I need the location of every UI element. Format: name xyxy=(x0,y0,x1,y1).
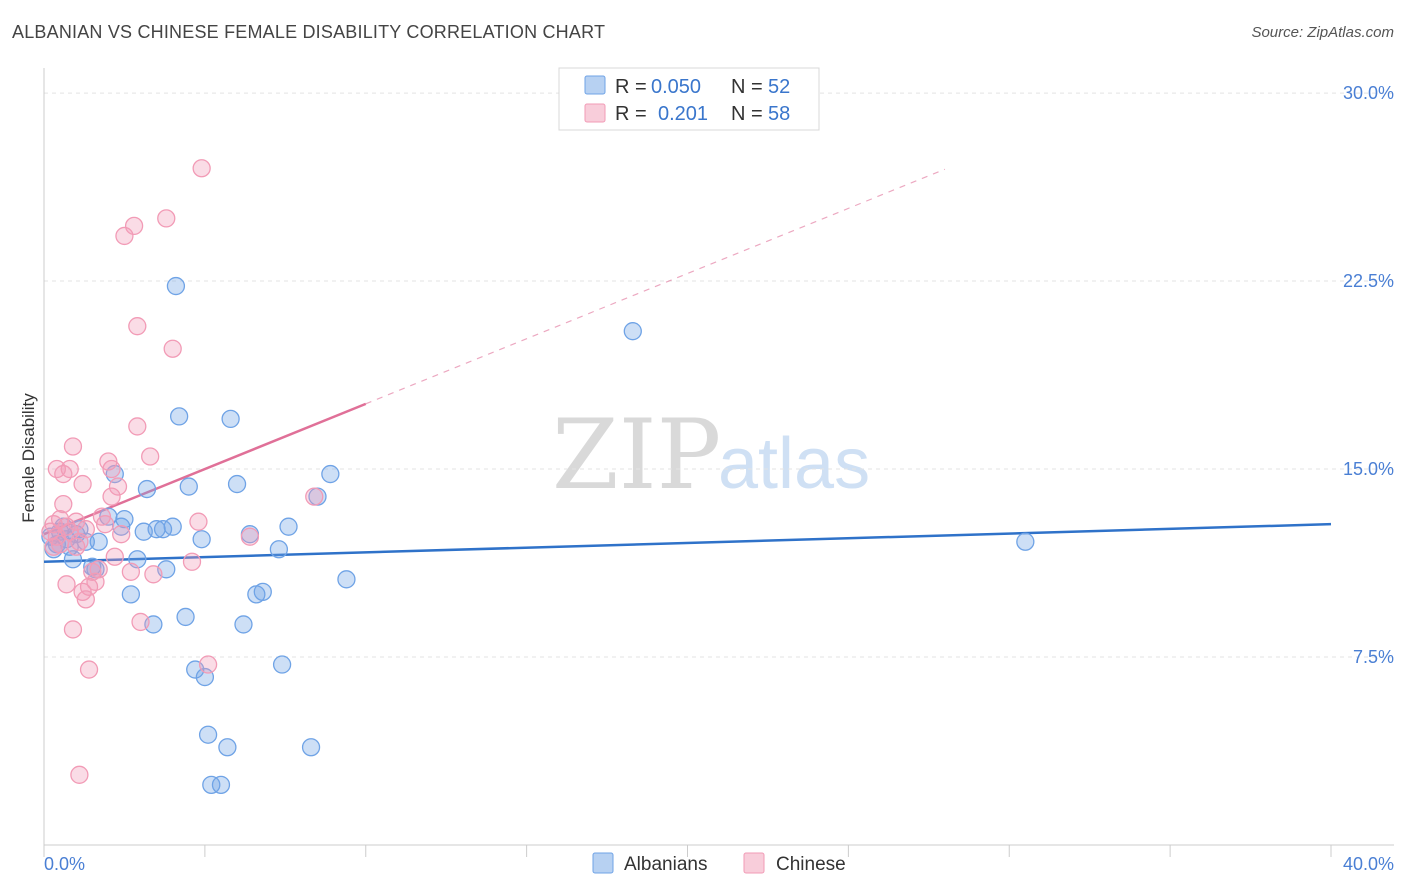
y-tick-label: 15.0% xyxy=(1343,459,1394,479)
point-albanians xyxy=(253,582,272,601)
watermark-atlas: atlas xyxy=(718,424,870,504)
point-chinese xyxy=(182,552,202,571)
point-albanians xyxy=(166,276,186,296)
point-chinese xyxy=(63,620,83,639)
point-chinese xyxy=(105,547,124,566)
gridlines xyxy=(44,92,1394,658)
legend-swatch-chinese xyxy=(584,103,606,123)
point-chinese xyxy=(57,575,76,594)
point-chinese xyxy=(157,209,176,228)
point-chinese xyxy=(73,474,92,494)
point-albanians xyxy=(198,725,218,744)
point-chinese xyxy=(192,159,211,178)
point-chinese xyxy=(240,527,260,546)
y-tick-label: 30.0% xyxy=(1343,83,1394,103)
point-chinese xyxy=(57,517,76,536)
point-chinese xyxy=(67,512,86,531)
series-legend-swatch-chinese xyxy=(743,852,765,874)
point-chinese xyxy=(63,437,83,456)
point-chinese xyxy=(102,487,121,506)
data-points xyxy=(41,159,1035,794)
series-legend-albanians: Albanians xyxy=(624,854,707,875)
series-legend-chinese: Chinese xyxy=(776,854,846,875)
point-albanians xyxy=(301,738,321,757)
point-albanians xyxy=(1016,532,1035,551)
point-chinese xyxy=(163,339,182,358)
trend-extension-chinese xyxy=(365,168,946,405)
point-chinese xyxy=(79,660,99,679)
trend-line-albanians xyxy=(43,522,1332,564)
point-albanians xyxy=(321,464,340,484)
point-albanians xyxy=(115,510,134,529)
correlation-legend: R = 0.050 N = 52 R = 0.201 N = 58 xyxy=(558,67,820,131)
legend-n-value-2: 58 xyxy=(768,103,790,125)
legend-n-label-1: N = xyxy=(731,76,763,98)
point-albanians xyxy=(137,479,157,499)
point-albanians xyxy=(192,530,211,549)
point-chinese xyxy=(108,477,128,496)
y-axis-label: Female Disability xyxy=(19,393,38,523)
point-albanians xyxy=(89,532,108,551)
source-label: Source: ZipAtlas.com xyxy=(1251,24,1394,41)
legend-n-value-1: 52 xyxy=(768,76,790,98)
point-albanians xyxy=(272,655,292,674)
x-tick-min: 0.0% xyxy=(44,854,85,874)
point-chinese xyxy=(131,612,150,632)
point-chinese xyxy=(54,494,73,514)
point-chinese xyxy=(95,515,115,534)
point-albanians xyxy=(211,775,231,794)
point-chinese xyxy=(305,487,324,506)
legend-r-label-1: R = xyxy=(615,76,647,98)
series-legend: Albanians Chinese xyxy=(592,852,846,875)
point-chinese xyxy=(128,317,147,336)
point-chinese xyxy=(67,537,86,556)
point-albanians xyxy=(121,585,141,604)
point-albanians xyxy=(163,517,182,536)
legend-r-value-2: 0.201 xyxy=(658,103,708,125)
trend-lines xyxy=(43,168,1332,564)
point-albanians xyxy=(269,540,289,559)
point-albanians xyxy=(76,532,95,551)
watermark-zip: ZIP xyxy=(552,399,721,511)
legend-r-label-2: R = xyxy=(615,103,647,125)
point-albanians xyxy=(279,517,298,536)
point-albanians xyxy=(623,322,642,341)
trend-line-chinese xyxy=(43,402,367,536)
point-chinese xyxy=(60,459,79,479)
x-tick-max: 40.0% xyxy=(1343,854,1394,874)
point-chinese xyxy=(144,565,163,584)
point-chinese xyxy=(76,520,95,539)
point-chinese xyxy=(70,765,89,784)
point-albanians xyxy=(176,607,195,627)
y-tick-label: 22.5% xyxy=(1343,271,1394,291)
legend-swatch-albanians xyxy=(584,75,606,95)
series-legend-swatch-albanians xyxy=(592,852,614,874)
point-albanians xyxy=(218,738,237,757)
point-chinese xyxy=(189,512,208,531)
point-albanians xyxy=(202,775,221,794)
point-albanians xyxy=(221,409,240,429)
point-chinese xyxy=(198,655,218,674)
point-chinese xyxy=(112,525,131,544)
chart-title: ALBANIAN VS CHINESE FEMALE DISABILITY CO… xyxy=(12,22,606,42)
legend-r-value-1: 0.050 xyxy=(651,76,701,98)
y-tick-label: 7.5% xyxy=(1353,647,1394,667)
point-chinese xyxy=(128,417,147,436)
point-chinese xyxy=(141,447,160,466)
point-chinese xyxy=(102,459,121,479)
point-albanians xyxy=(337,570,356,589)
legend-n-label-2: N = xyxy=(731,103,763,125)
point-albanians xyxy=(179,477,198,496)
point-chinese xyxy=(124,216,144,236)
point-chinese xyxy=(121,562,141,581)
point-albanians xyxy=(234,615,253,634)
point-chinese xyxy=(89,560,108,579)
axes: 7.5% 15.0% 22.5% 30.0% xyxy=(43,68,1394,857)
point-albanians xyxy=(169,407,189,426)
point-albanians xyxy=(227,474,247,494)
